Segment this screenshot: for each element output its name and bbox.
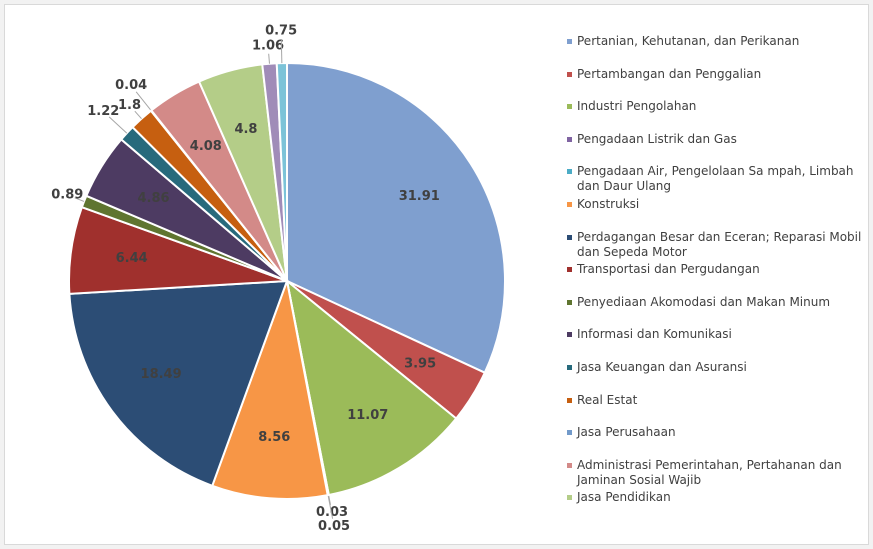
legend-swatch: [567, 430, 572, 436]
legend-item: Jasa Perusahaan: [567, 425, 867, 440]
legend-label: Perdagangan Besar dan Eceran; Reparasi M…: [577, 229, 862, 259]
legend-swatch: [567, 332, 572, 338]
legend-swatch: [567, 71, 572, 77]
legend-swatch: [567, 299, 572, 305]
legend-swatch: [567, 39, 572, 44]
legend-label: Penyediaan Akomodasi dan Makan Minum: [577, 294, 831, 309]
legend-label: Pertanian, Kehutanan, dan Perikanan: [577, 34, 800, 48]
legend-label: Informasi dan Komunikasi: [577, 327, 732, 342]
legend-swatch: [567, 104, 572, 110]
legend-label: Real Estat: [577, 392, 638, 407]
legend-label: Jasa Pendidikan: [577, 490, 671, 505]
legend-item: Jasa Pendidikan: [567, 490, 867, 505]
data-label: 0.89: [51, 187, 83, 202]
legend-label: Pertambangan dan Penggalian: [577, 66, 762, 81]
data-label: 1.06: [252, 38, 284, 53]
pie-slice: [286, 61, 506, 375]
data-label: 8.56: [258, 430, 290, 445]
leader-line: [134, 110, 142, 119]
legend-label: Industri Pengolahan: [577, 99, 697, 114]
legend-swatch: [567, 397, 572, 403]
legend-label: Transportasi dan Pergudangan: [577, 262, 760, 277]
legend-item: Pengadaan Air, Pengelolaan Sa mpah, Limb…: [567, 164, 867, 194]
data-label: 18.49: [141, 367, 182, 382]
legend-item: Transportasi dan Pergudangan: [567, 262, 867, 277]
data-label: 0.03: [316, 505, 348, 520]
pie-slice: [275, 61, 288, 282]
data-label: 0.05: [318, 519, 350, 534]
leader-line: [74, 197, 85, 202]
legend-label: Pengadaan Listrik dan Gas: [577, 131, 737, 146]
data-label: 6.44: [116, 251, 148, 266]
legend-item: Industri Pengolahan: [567, 99, 867, 114]
data-label: 4.86: [137, 191, 169, 206]
legend-item: Perdagangan Besar dan Eceran; Reparasi M…: [567, 230, 867, 260]
leader-line: [328, 494, 331, 505]
legend-item: Penyediaan Akomodasi dan Makan Minum: [567, 295, 867, 310]
pie-slice: [210, 277, 329, 500]
data-label: 1.22: [87, 104, 119, 119]
pie-slice: [285, 278, 458, 497]
data-label: 4.08: [190, 139, 222, 154]
legend-swatch: [567, 267, 572, 273]
data-label: 3.95: [404, 357, 436, 372]
legend-swatch: [567, 462, 572, 468]
data-label: 11.07: [347, 408, 388, 423]
data-label: 4.8: [234, 122, 257, 137]
data-label: 31.91: [399, 189, 440, 204]
legend-swatch: [567, 202, 572, 207]
legend-label: Jasa Keuangan dan Asuransi: [577, 360, 747, 374]
leader-line: [327, 495, 334, 519]
legend-item: Pertambangan dan Penggalian: [567, 67, 867, 82]
pie-chart: 31.91 3.95 11.07 0.030.05 8.56 18.49 6.44 0.89 4…: [51, 24, 506, 534]
legend-item: Konstruksi: [567, 197, 867, 212]
legend-item: Informasi dan Komunikasi: [567, 327, 867, 342]
leader-line: [268, 53, 270, 64]
legend-item: Real Estat: [567, 393, 867, 408]
legend-label: Jasa Perusahaan: [577, 425, 676, 440]
legend-swatch: [567, 234, 572, 240]
legend-label: Konstruksi: [577, 197, 640, 211]
legend-item: Pengadaan Listrik dan Gas: [567, 132, 867, 147]
legend-label: Administrasi Pemerintahan, Pertahanan da…: [577, 457, 842, 487]
legend-label: Pengadaan Air, Pengelolaan Sa mpah, Limb…: [577, 164, 854, 194]
legend-swatch: [567, 136, 572, 142]
legend-swatch: [567, 365, 572, 370]
legend-swatch: [567, 495, 572, 501]
legend-item: Pertanian, Kehutanan, dan Perikanan: [567, 34, 867, 49]
data-label: 0.75: [265, 24, 297, 39]
legend-swatch: [567, 169, 572, 175]
leader-line: [108, 116, 128, 134]
legend-item: Administrasi Pemerintahan, Pertahanan da…: [567, 458, 867, 488]
leader-line: [280, 39, 283, 64]
leader-line: [135, 91, 152, 111]
data-label: 0.04: [115, 78, 147, 93]
legend-item: Jasa Keuangan dan Asuransi: [567, 360, 867, 375]
pie-slice: [68, 279, 289, 488]
legend: Pertanian, Kehutanan, dan Perikanan Perta…: [555, 26, 867, 518]
data-label: 1.8: [118, 98, 141, 113]
